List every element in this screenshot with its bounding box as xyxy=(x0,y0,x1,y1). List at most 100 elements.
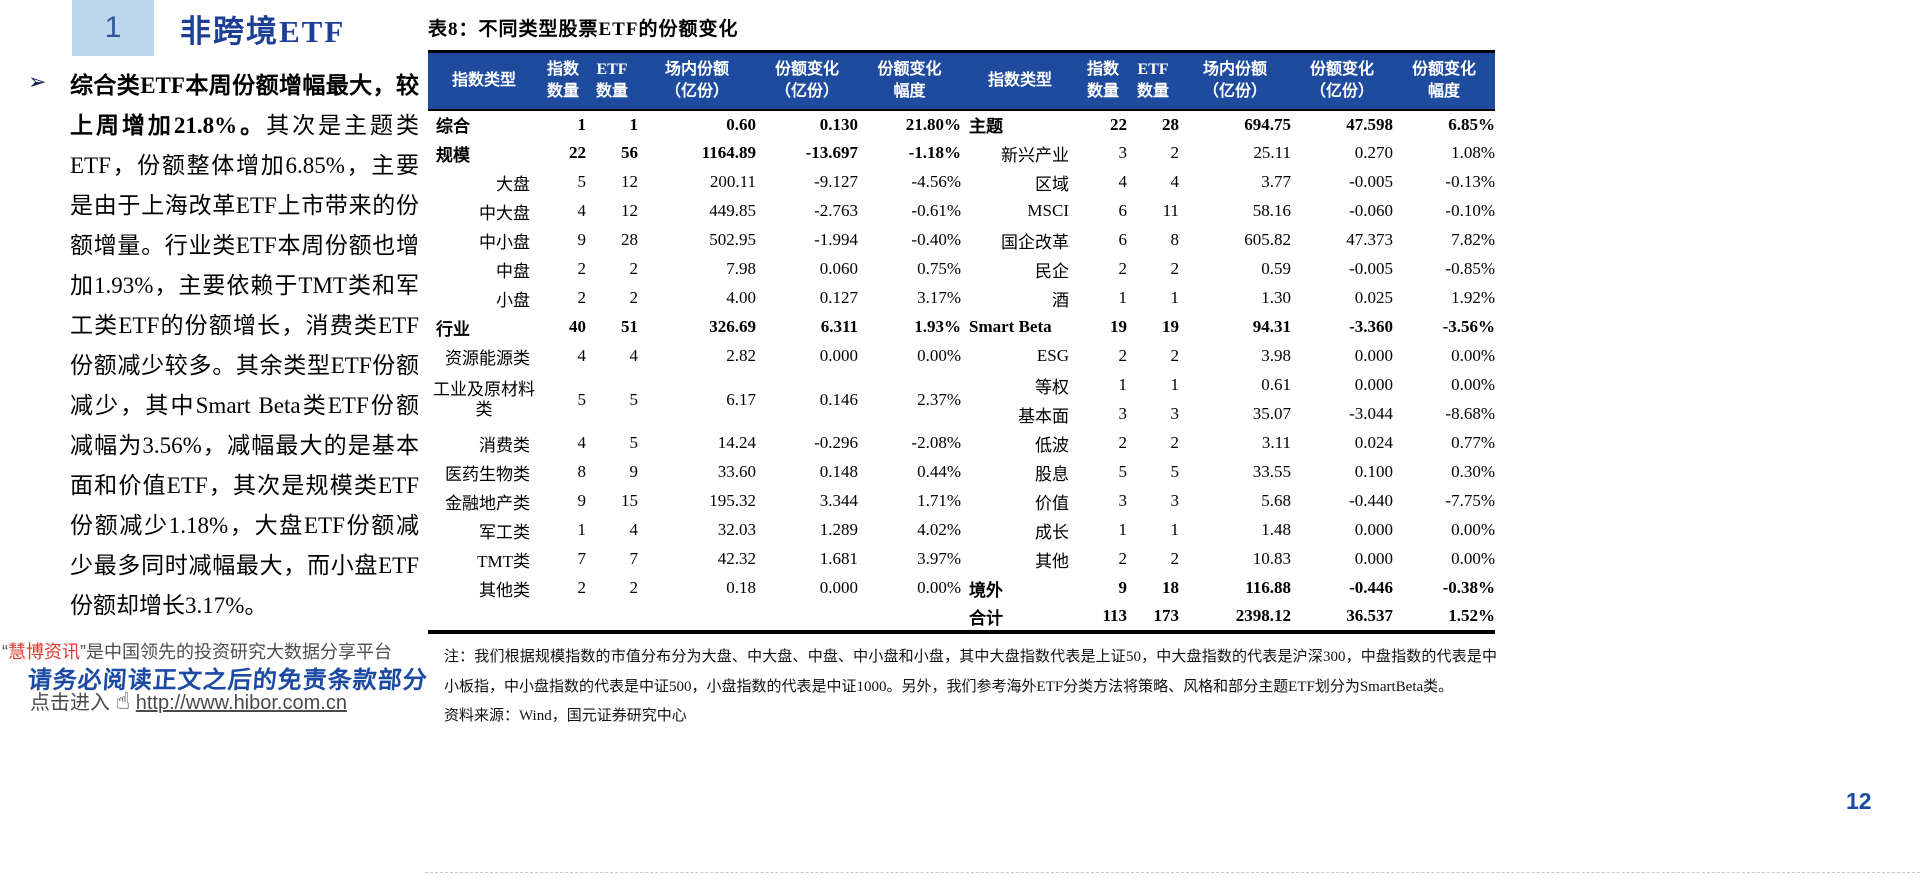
table-row: 小盘 2 2 4.00 0.127 3.17% 酒 1 1 1.30 0.025 1.92% xyxy=(428,284,1495,313)
section-number: 1 xyxy=(104,11,122,44)
table-cell: -0.440 xyxy=(1349,491,1393,510)
table-cell: 规模 xyxy=(436,145,470,165)
brand-tagline: 是中国领先的投资研究大数据分享平台 xyxy=(86,642,392,662)
table-cell: 合计 xyxy=(969,608,1003,628)
table-cell: 区域 xyxy=(1035,174,1069,194)
table-cell: -3.360 xyxy=(1349,317,1393,336)
table-cell: 47.373 xyxy=(1346,230,1393,249)
table-row: 医药生物类 8 9 33.60 0.148 0.44% 股息 5 5 33.55 0.100 0.30… xyxy=(428,458,1495,487)
table-cell: 2 xyxy=(1118,346,1128,365)
table-cell: 1.93% xyxy=(914,317,961,336)
table-cell: 2 xyxy=(1170,346,1180,365)
table-cell: 行业 xyxy=(436,319,470,339)
table-cell xyxy=(586,603,638,632)
table-cell: 1 xyxy=(1170,520,1180,539)
table-cell: 5 xyxy=(629,433,639,452)
table-cell: 12 xyxy=(621,172,638,191)
table-cell: 小盘 xyxy=(496,290,530,310)
table-row: 消费类 4 5 14.24 -0.296 -2.08% 低波 2 2 3.11 0.024 0.77% xyxy=(428,429,1495,458)
table-cell: 94.31 xyxy=(1252,317,1291,336)
table-cell: 1.30 xyxy=(1261,288,1291,307)
table-cell: 4.02% xyxy=(917,520,961,539)
table-row: 综合 1 1 0.60 0.130 21.80% 主题 22 28 694.75 47.598 6.8… xyxy=(428,110,1495,139)
table-cell: -1.18% xyxy=(908,143,961,162)
table-cell: 2398.12 xyxy=(1235,606,1291,625)
table-cell: 0.025 xyxy=(1354,288,1393,307)
table-cell: 32.03 xyxy=(717,520,756,539)
link-prefix: 点击进入 xyxy=(30,692,110,714)
table-cell: 1 xyxy=(1118,288,1128,307)
table-cell: -0.61% xyxy=(911,201,961,220)
table-cell: 4 xyxy=(577,201,587,220)
hibor-link[interactable]: http://www.hibor.com.cn xyxy=(135,692,347,714)
table-cell: 国企改革 xyxy=(1001,232,1069,252)
table-cell: 综合 xyxy=(436,117,470,136)
table-cell: -0.060 xyxy=(1349,201,1393,220)
table-cell: 2 xyxy=(629,578,639,597)
quote-open: “ xyxy=(2,642,8,662)
table-cell xyxy=(858,603,961,632)
table-cell: 14.24 xyxy=(717,433,756,452)
table-cell: -2.763 xyxy=(814,201,858,220)
column-header: ETF 数量 xyxy=(1127,51,1179,111)
table-cell: 0.77% xyxy=(1451,433,1495,452)
section-title: 非跨境ETF xyxy=(180,14,346,49)
table-cell: 2 xyxy=(1170,143,1180,162)
table-cell: 51 xyxy=(621,317,638,336)
table-cell: 6.311 xyxy=(820,317,858,336)
column-header: 份额变化 幅度 xyxy=(1393,51,1495,111)
table-row: 金融地产类 9 15 195.32 3.344 1.71% 价值 3 3 5.68 -0.440 -7… xyxy=(428,487,1495,516)
table-cell: 0.270 xyxy=(1354,143,1393,162)
table-cell: 0.024 xyxy=(1354,433,1393,452)
table-row: 军工类 1 4 32.03 1.289 4.02% 成长 1 1 1.48 0.000 0.00% xyxy=(428,516,1495,545)
table-cell: 28 xyxy=(1162,114,1179,134)
table-cell: -9.127 xyxy=(814,172,858,191)
table-cell: 1 xyxy=(1118,520,1128,539)
table-cell: 0.00% xyxy=(1451,549,1495,568)
table-cell: -0.40% xyxy=(911,230,961,249)
table-cell: 22 xyxy=(569,143,586,162)
table-cell: 0.148 xyxy=(819,462,858,481)
table-cell: 消费类 xyxy=(479,435,530,455)
table-cell: 0.130 xyxy=(819,114,858,134)
table-cell: 33.60 xyxy=(717,462,756,481)
table-cell: -0.38% xyxy=(1442,578,1495,597)
table-row: 中小盘 9 28 502.95 -1.994 -0.40% 国企改革 6 8 605.82 47.3… xyxy=(428,226,1495,255)
table-cell: 7 xyxy=(577,549,587,568)
table-cell: 3.98 xyxy=(1261,346,1291,365)
table-cell: 0.000 xyxy=(819,346,858,365)
table-cell: -3.044 xyxy=(1349,404,1393,423)
table-cell: 0.000 xyxy=(1354,549,1393,568)
table-cell: -0.296 xyxy=(814,433,858,452)
table-cell: 21.80% xyxy=(905,114,961,134)
table-cell: 主题 xyxy=(969,117,1003,136)
table-cell: 2 xyxy=(629,259,639,278)
table-cell: 15 xyxy=(621,491,638,510)
bullet-arrow-icon: ➢ xyxy=(28,70,47,95)
table-cell: 5 xyxy=(577,389,587,409)
table-cell: 3 xyxy=(1170,404,1180,423)
table-cell: 3.344 xyxy=(819,491,858,510)
page-bottom-divider xyxy=(425,872,1920,873)
table-cell: 0.000 xyxy=(1354,375,1393,394)
table-cell: 0.75% xyxy=(917,259,961,278)
table-cell: 9 xyxy=(577,230,587,249)
table-cell: -2.08% xyxy=(911,433,961,452)
table-cell: 4 xyxy=(577,433,587,452)
table-cell: 12 xyxy=(621,201,638,220)
table-cell: 中盘 xyxy=(496,261,530,281)
table-cell: 0.00% xyxy=(1451,346,1495,365)
table-cell: 42.32 xyxy=(717,549,756,568)
summary-bold-text: 综合类ETF本周份额增幅最大，较上周增加21.8%。 xyxy=(70,73,419,138)
table-cell: -7.75% xyxy=(1445,491,1495,510)
table-cell: 6.85% xyxy=(1448,114,1495,134)
table-cell: 28 xyxy=(621,230,638,249)
table-cell: 5 xyxy=(1118,462,1128,481)
table-cell: 4 xyxy=(629,346,639,365)
table-row: 规模 22 56 1164.89 -13.697 -1.18% 新兴产业 3 2 25.11 0.2… xyxy=(428,139,1495,168)
table-cell: 资源能源类 xyxy=(445,348,530,368)
table-cell: 0.127 xyxy=(819,288,858,307)
table-cell: 2 xyxy=(1118,259,1128,278)
table-cell: -0.10% xyxy=(1445,201,1495,220)
column-header: 份额变化 （亿份） xyxy=(756,51,858,111)
